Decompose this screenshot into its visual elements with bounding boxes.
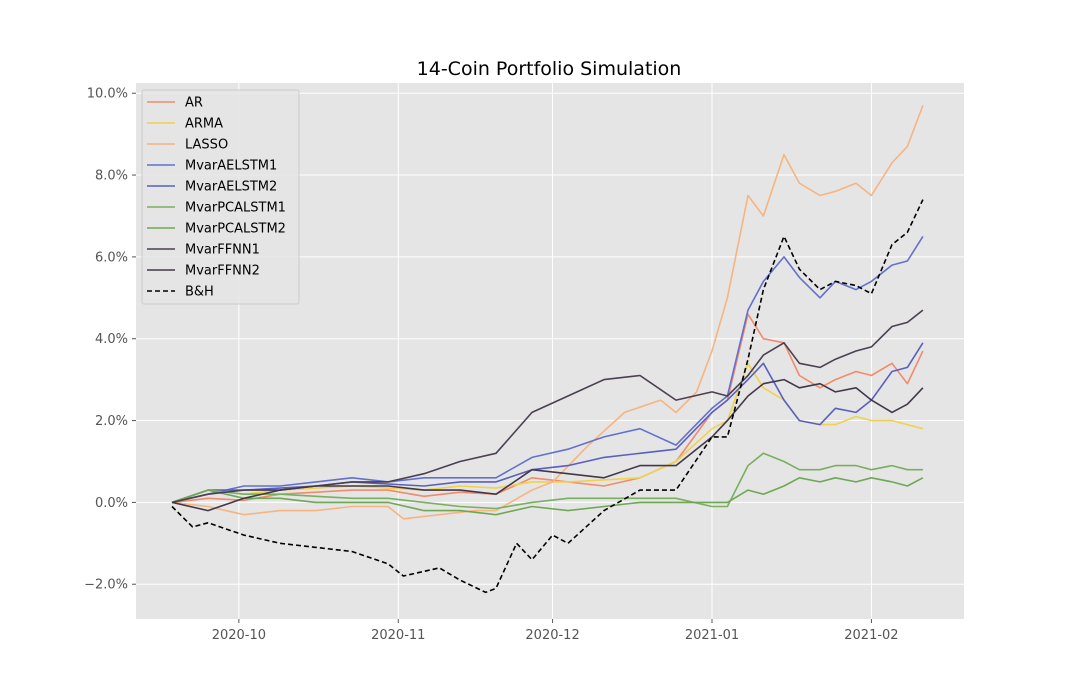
y-tick-label: 10.0% [87, 87, 128, 102]
series-line-mvarffnn1 [171, 309, 924, 504]
legend-label: MvarPCALSTM2 [185, 222, 286, 237]
y-tick-label: 0.0% [95, 496, 128, 511]
x-tick-label: 2020-12 [525, 628, 579, 643]
legend: AR ARMA LASSO MvarAELSTM1 MvarAELSTM2 MvarPCA… [141, 89, 300, 305]
series-line-mvaraelstm1 [171, 235, 924, 504]
x-tick-label: 2020-10 [212, 628, 266, 643]
legend-label: MvarAELSTM2 [185, 180, 277, 195]
series-line-lasso [171, 105, 924, 520]
y-tick-label: 8.0% [95, 169, 128, 184]
chart-title: 14-Coin Portfolio Simulation [417, 58, 682, 80]
legend-label: MvarFFNN2 [185, 264, 260, 279]
series-line-mvarffnn2 [171, 378, 924, 512]
x-tick-label: 2021-01 [685, 628, 739, 643]
legend-label: MvarAELSTM1 [185, 159, 277, 174]
legend-label: MvarPCALSTM1 [185, 201, 286, 216]
y-tick-label: −2.0% [84, 578, 128, 593]
legend-label: MvarFFNN1 [185, 243, 260, 258]
series-line-b-h [171, 199, 924, 594]
y-tick-label: 6.0% [95, 250, 128, 265]
legend-label: AR [185, 96, 203, 111]
legend-label: B&H [185, 285, 214, 300]
x-tick-label: 2020-11 [371, 628, 425, 643]
legend-label: LASSO [185, 138, 228, 153]
legend-label: ARMA [185, 117, 223, 132]
series-line-mvarpcalstm2 [171, 476, 924, 516]
axes: −2.0% 0.0% 2.0% 4.0% 6.0% 8.0% 10.0% 2020-10 202… [84, 87, 899, 643]
y-tick-label: 4.0% [95, 332, 128, 347]
x-tick-label: 2021-02 [844, 628, 898, 643]
y-tick-label: 2.0% [95, 414, 128, 429]
series-line-mvarpcalstm1 [171, 452, 923, 510]
series-line-arma [171, 362, 924, 504]
legend-box [141, 89, 300, 305]
series-lines [171, 105, 924, 594]
